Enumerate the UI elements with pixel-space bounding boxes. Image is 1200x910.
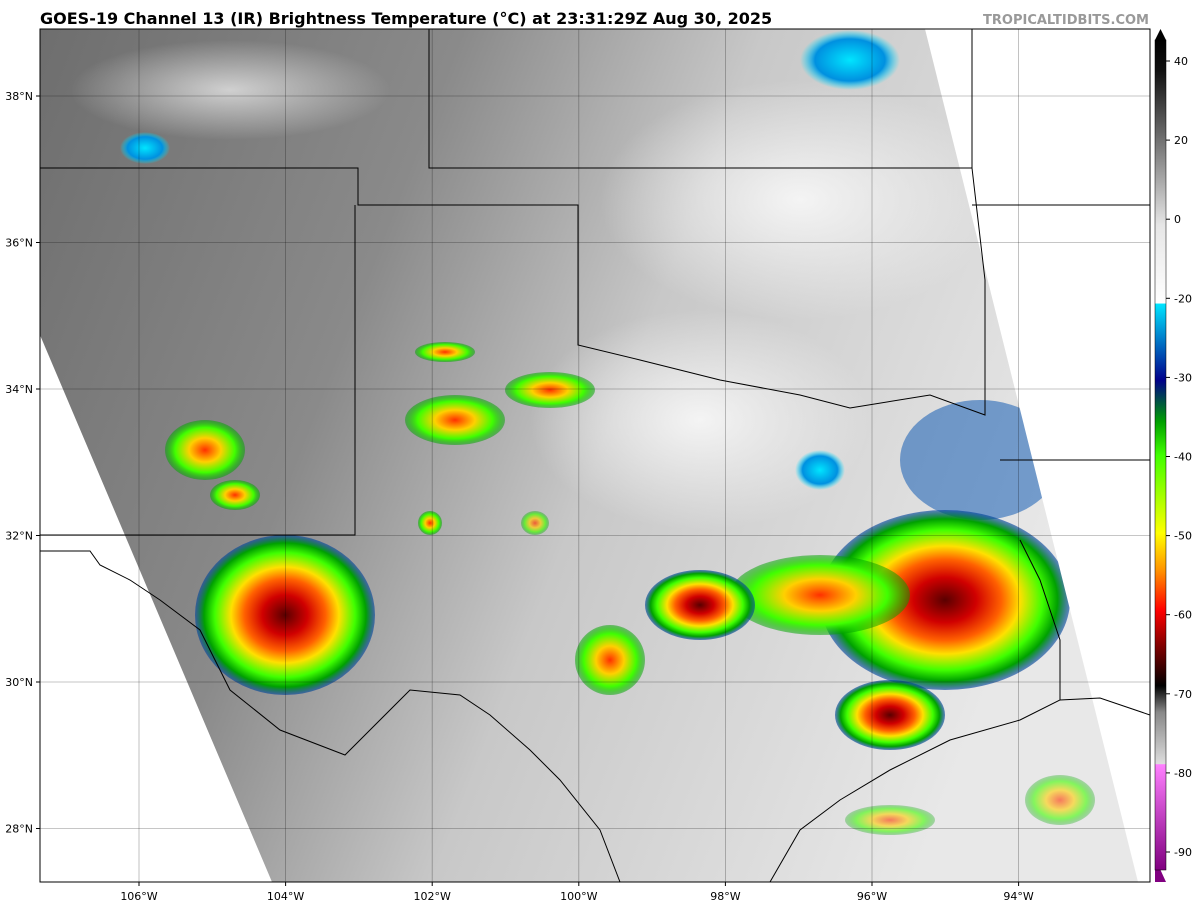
colorbar-tick-label: -30 [1174,371,1192,384]
colorbar-extend [1155,29,1166,40]
lat-label: 28°N [5,823,33,836]
lat-label: 38°N [5,90,33,103]
colorbar-tick-label: 0 [1174,213,1181,226]
colorbar-extend [1155,870,1166,882]
colorbar-tick-label: 20 [1174,134,1188,147]
title: GOES-19 Channel 13 (IR) Brightness Tempe… [40,9,772,28]
colorbar [1154,39,1167,871]
lon-label: 104°W [267,890,304,903]
site-credit: TROPICALTIDBITS.COM [983,13,1149,28]
map-frame [39,28,1151,883]
lat-label: 36°N [5,237,33,250]
lon-label: 98°W [710,890,740,903]
colorbar-tick-label: -40 [1174,451,1192,464]
colorbar-tick-label: -50 [1174,530,1192,543]
lat-label: 34°N [5,383,33,396]
colorbar-tick-label: 40 [1174,55,1188,68]
colorbar-tick-label: -70 [1174,688,1192,701]
colorbar-tick-label: -20 [1174,292,1192,305]
lat-label: 32°N [5,530,33,543]
colorbar-tick-label: -60 [1174,609,1192,622]
lon-label: 100°W [560,890,597,903]
lon-label: 96°W [857,890,887,903]
lon-label: 94°W [1003,890,1033,903]
colorbar-tick-label: -80 [1174,767,1192,780]
lon-label: 106°W [120,890,157,903]
lon-label: 102°W [414,890,451,903]
lat-label: 30°N [5,676,33,689]
colorbar-tick-label: -90 [1174,846,1192,859]
satellite-image [40,29,1150,882]
